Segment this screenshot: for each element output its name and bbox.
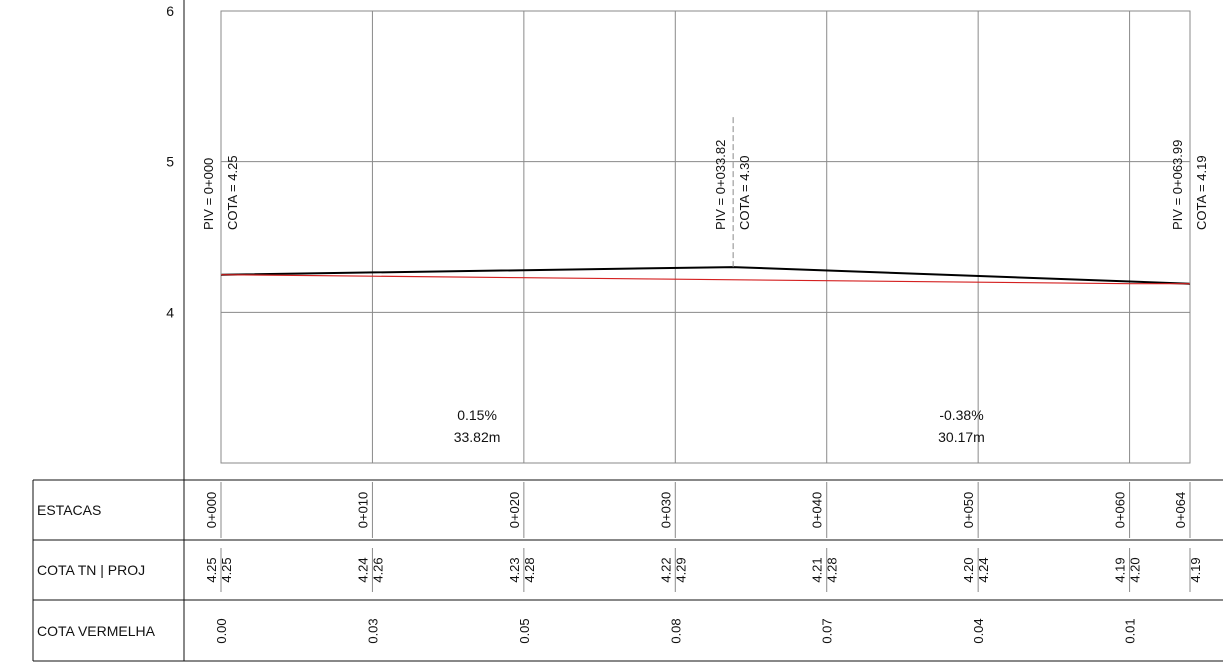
cota-proj-value: 4.24 [976, 557, 991, 582]
table-row-label: ESTACAS [37, 502, 101, 518]
cota-tn-value: 4.23 [507, 557, 522, 582]
piv-elevation-label: COTA = 4.25 [225, 155, 240, 230]
estaca-label: 0+060 [1113, 492, 1128, 529]
cota-proj-value: 4.28 [522, 557, 537, 582]
y-tick-label: 5 [166, 154, 174, 170]
profile-line-terreno [220, 274, 1190, 285]
grade-length-label: 33.82m [454, 429, 501, 445]
cota-proj-value: 4.26 [370, 557, 385, 582]
cota-proj-value: 4.25 [219, 557, 234, 582]
cota-tn-value: 4.22 [658, 557, 673, 582]
piv-elevation-label: COTA = 4.30 [737, 155, 752, 230]
cota-vermelha-value: 0.04 [971, 618, 986, 643]
cota-vermelha-value: 0.07 [820, 618, 835, 643]
piv-annotations: PIV = 0+000 COTA = 4.25 PIV = 0+033.82 COTA… [201, 117, 1209, 284]
estaca-label: 0+030 [658, 492, 673, 529]
cota-proj-value: 4.29 [673, 557, 688, 582]
estaca-label: 0+000 [204, 492, 219, 529]
profile-line-projeto [220, 266, 1191, 285]
grade-slope-label: 0.15% [457, 407, 497, 423]
cota-proj-value: 4.19 [1188, 557, 1203, 582]
cota-proj-value: 4.20 [1128, 557, 1143, 582]
piv-elevation-label: COTA = 4.19 [1194, 155, 1209, 230]
estaca-label: 0+020 [507, 492, 522, 529]
table-row-label: COTA TN | PROJ [37, 562, 145, 578]
estaca-label: 0+010 [355, 492, 370, 529]
estaca-label: 0+050 [961, 492, 976, 529]
table-row-label: COTA VERMELHA [37, 623, 156, 639]
cota-tn-value: 4.25 [204, 557, 219, 582]
y-tick-label: 4 [166, 304, 174, 320]
grade-length-label: 30.17m [938, 429, 985, 445]
estaca-label: 0+064 [1173, 492, 1188, 529]
cota-vermelha-value: 0.01 [1123, 618, 1138, 643]
grid-layer [220, 10, 1191, 463]
piv-station-label: PIV = 0+000 [201, 158, 216, 230]
y-tick-labels: 6 5 4 [166, 3, 174, 320]
y-tick-label: 6 [166, 3, 174, 19]
grade-annotations: 0.15% 33.82m -0.38% 30.17m [454, 407, 985, 445]
cota-proj-value: 4.28 [825, 557, 840, 582]
data-table [32, 479, 1223, 662]
cota-tn-value: 4.24 [355, 557, 370, 582]
piv-station-label: PIV = 0+033.82 [713, 140, 728, 230]
piv-station-label: PIV = 0+063.99 [1170, 140, 1185, 230]
cota-vermelha-value: 0.05 [517, 618, 532, 643]
series-layer [220, 266, 1191, 285]
cota-vermelha-value: 0.08 [668, 618, 683, 643]
cota-tn-value: 4.21 [810, 557, 825, 582]
table-values: ESTACAS COTA TN | PROJ COTA VERMELHA 0+000 4… [37, 482, 1203, 644]
cota-tn-value: 4.19 [1113, 557, 1128, 582]
cota-vermelha-value: 0.00 [214, 618, 229, 643]
cota-tn-value: 4.20 [961, 557, 976, 582]
cota-vermelha-value: 0.03 [365, 618, 380, 643]
grade-slope-label: -0.38% [939, 407, 983, 423]
plot-frame [220, 10, 1191, 464]
estaca-label: 0+040 [810, 492, 825, 529]
